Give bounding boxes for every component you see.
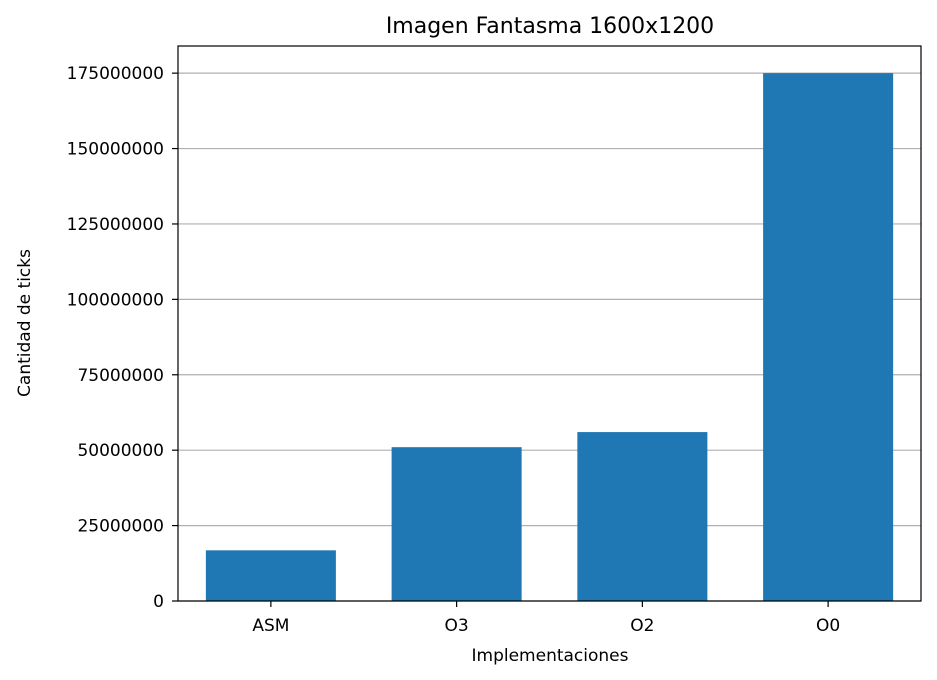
x-axis-ticks: ASM O3 O2 O0 [252,601,840,636]
x-tick-label: O2 [630,616,654,636]
y-tick-label: 125000000 [67,215,164,235]
y-tick-label: 75000000 [77,366,164,386]
y-tick-label: 100000000 [67,290,164,310]
chart-title: Imagen Fantasma 1600x1200 [386,14,714,39]
x-tick-label: O3 [445,616,469,636]
y-tick-label: 25000000 [77,517,164,537]
y-tick-label: 50000000 [77,441,164,461]
x-tick-label: ASM [252,616,289,636]
y-axis-ticks: 0 25000000 50000000 75000000 100000000 125000… [67,64,178,612]
bar [577,432,708,601]
plot-frame [177,45,922,602]
bars [205,73,894,602]
y-tick-label: 150000000 [67,140,164,160]
grid-lines [178,72,921,602]
y-tick-label: 0 [153,592,164,612]
bar [205,550,336,601]
x-axis-label: Implementaciones [472,646,629,666]
y-axis-label: Cantidad de ticks [15,249,35,397]
y-tick-label: 175000000 [67,64,164,84]
bar [763,73,894,602]
x-tick-label: O0 [816,616,840,636]
bar [391,447,522,601]
